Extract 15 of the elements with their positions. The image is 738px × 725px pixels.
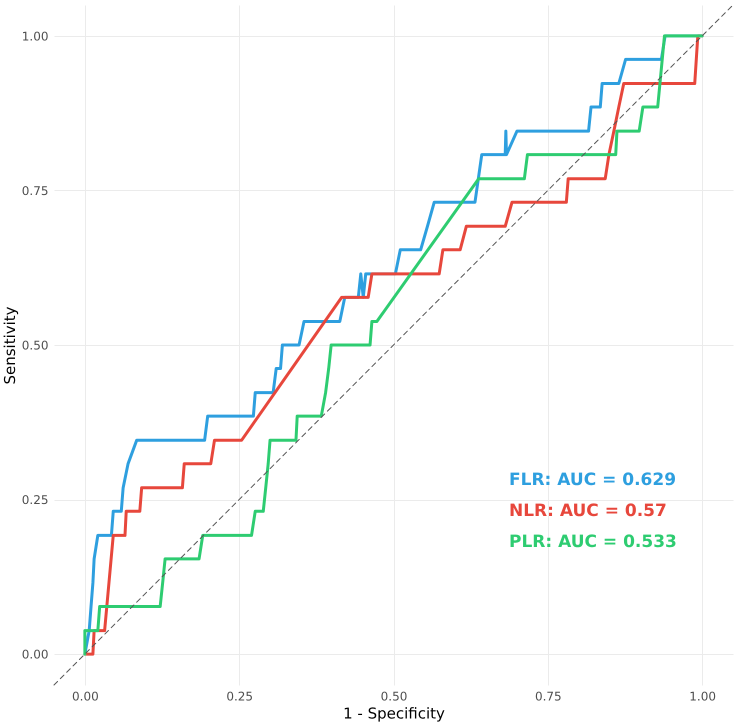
y-axis-title: Sensitivity bbox=[0, 306, 19, 385]
x-tick-label: 0.50 bbox=[380, 690, 408, 704]
text: PLR: AUC = 0.533 bbox=[509, 532, 677, 552]
y-tick-label: 0.25 bbox=[22, 493, 48, 508]
x-tick-label: 0.25 bbox=[226, 690, 254, 704]
x-tick-label: 0.00 bbox=[72, 690, 99, 704]
y-tick-label: 0.75 bbox=[22, 184, 48, 198]
y-tick-label: 0.00 bbox=[22, 648, 48, 662]
text: NLR: AUC = 0.57 bbox=[509, 501, 667, 521]
y-tick-label: 0.50 bbox=[22, 338, 48, 352]
x-axis-title: 1 - Specificity bbox=[343, 704, 446, 722]
text: FLR: AUC = 0.629 bbox=[509, 470, 676, 490]
x-tick-label: 0.75 bbox=[534, 690, 562, 704]
y-tick-label: 1.00 bbox=[22, 29, 48, 44]
x-tick-label: 1.00 bbox=[689, 690, 716, 704]
